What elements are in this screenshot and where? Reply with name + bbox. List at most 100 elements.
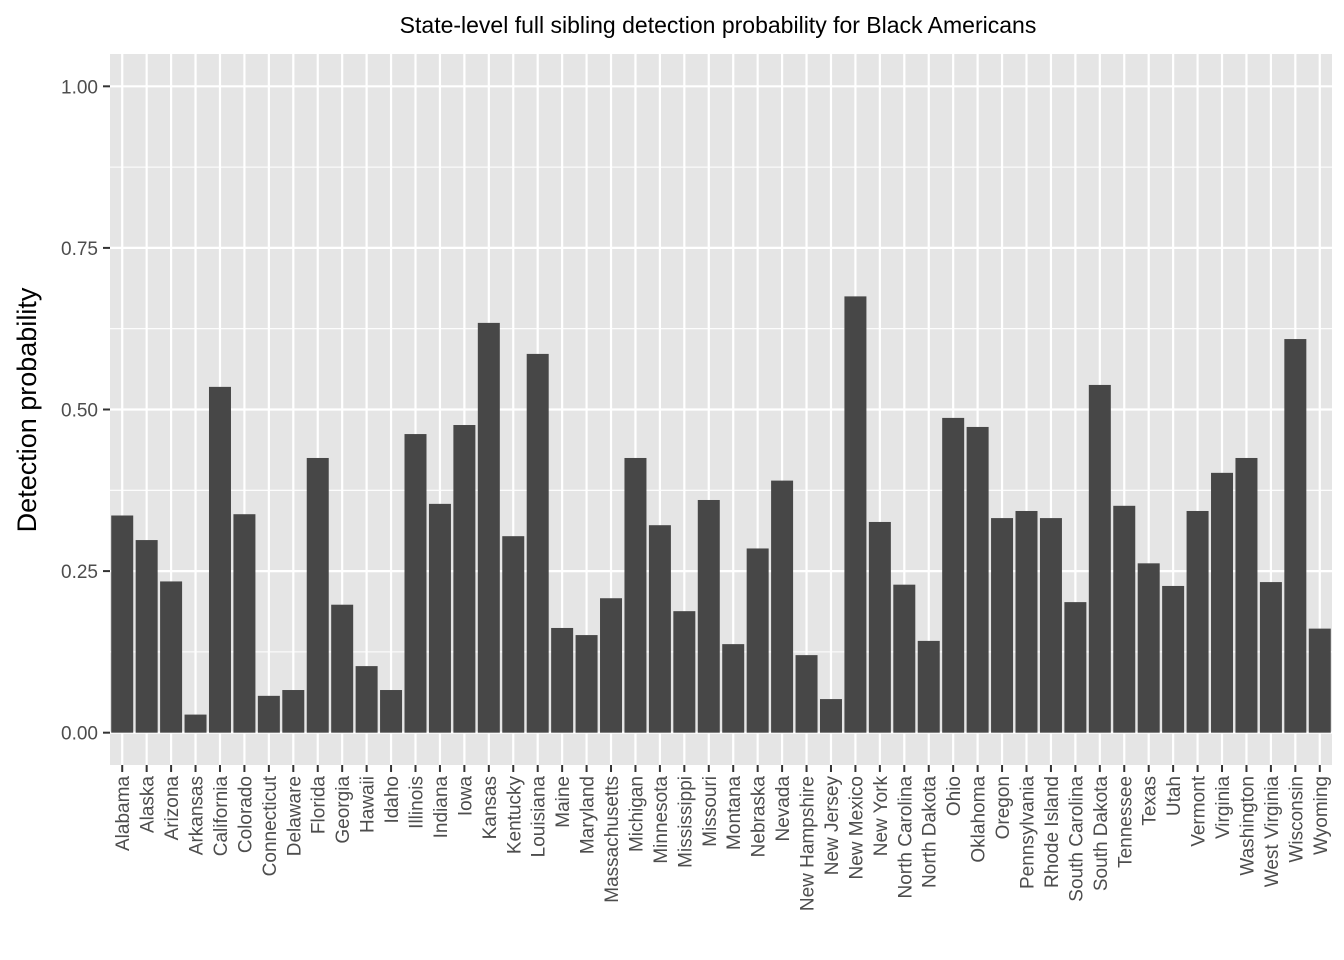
x-tick-label: Wyoming [1311,776,1332,855]
x-axis: Alabama Alaska Arizona Arkansas California Co… [113,765,1332,911]
bar-oregon [991,518,1014,733]
bar-california [208,386,231,733]
bar-florida [306,457,329,733]
x-tick-label: North Carolina [895,776,916,899]
x-tick-label: Massachusetts [602,776,623,903]
bar-maryland [575,635,598,733]
x-tick-label: Delaware [284,776,305,856]
x-tick-label: Iowa [455,776,476,817]
bar-indiana [428,503,451,733]
bar-idaho [380,690,403,733]
bar-nevada [771,480,794,733]
x-tick-label: Illinois [407,776,428,829]
x-tick-label: California [211,776,232,857]
y-axis: 0.00 0.25 0.50 0.75 1.00 [61,77,110,745]
bar-new-hampshire [795,655,818,733]
x-tick-label: Arkansas [187,776,208,855]
x-tick-label: Rhode Island [1042,776,1063,888]
y-tick-label: 0.25 [61,562,98,583]
bar-connecticut [257,695,280,733]
bar-wyoming [1308,628,1331,733]
x-tick-label: Colorado [235,776,256,853]
bar-arizona [160,581,183,733]
bar-wisconsin [1284,339,1307,733]
x-tick-label: Idaho [382,776,403,824]
x-tick-label: Virginia [1213,776,1234,839]
chart-title: State-level full sibling detection proba… [400,12,1037,38]
bar-missouri [697,499,720,733]
bar-massachusetts [600,598,623,733]
bar-maine [551,627,574,733]
bar-west-virginia [1259,582,1282,733]
bar-ohio [942,417,965,733]
bar-vermont [1186,510,1209,733]
bar-iowa [453,425,476,733]
bar-kansas [477,322,500,733]
x-tick-label: New Hampshire [798,776,819,911]
x-tick-label: Montana [724,776,745,850]
bar-south-carolina [1064,602,1087,733]
bar-pennsylvania [1015,510,1038,733]
x-tick-label: Tennessee [1115,776,1136,868]
x-tick-label: Oklahoma [969,776,990,863]
x-tick-label: Kentucky [504,776,525,855]
bar-montana [722,644,745,733]
x-tick-label: Maryland [578,776,599,854]
x-tick-label: Kansas [480,776,501,839]
bar-new-jersey [819,699,842,733]
bar-virginia [1211,472,1234,733]
bar-new-mexico [844,296,867,733]
bar-illinois [404,434,427,733]
x-tick-label: Ohio [944,776,965,816]
x-tick-label: Wisconsin [1286,776,1307,863]
bar-oklahoma [966,426,989,733]
y-axis-label: Detection probability [12,287,42,532]
x-tick-label: New York [871,776,892,857]
x-tick-label: West Virginia [1262,776,1283,888]
bar-utah [1162,585,1185,733]
x-tick-label: Alaska [138,776,159,833]
x-tick-label: New Mexico [846,776,867,879]
bar-texas [1137,563,1160,733]
x-tick-label: Nebraska [749,776,770,858]
bar-south-dakota [1088,384,1111,733]
bar-north-dakota [917,640,940,733]
x-tick-label: North Dakota [920,776,941,888]
x-tick-label: Louisiana [529,776,550,858]
x-tick-label: Vermont [1189,775,1210,846]
y-tick-label: 0.50 [61,401,98,422]
bar-new-york [868,521,891,733]
x-tick-label: Maine [553,776,574,828]
x-tick-label: Oregon [993,776,1014,839]
x-tick-label: South Dakota [1091,776,1112,892]
bar-colorado [233,514,256,733]
bar-delaware [282,690,305,733]
bar-minnesota [648,525,671,733]
bar-kentucky [502,536,525,733]
bar-rhode-island [1039,518,1062,733]
bar-nebraska [746,548,769,733]
bar-hawaii [355,666,378,733]
x-tick-label: Pennsylvania [1018,776,1039,889]
bar-georgia [331,604,354,733]
bar-tennessee [1113,505,1136,733]
x-tick-label: Florida [309,776,330,835]
x-tick-label: Alabama [113,776,134,851]
x-tick-label: Nevada [773,776,794,842]
y-tick-label: 1.00 [61,77,98,98]
x-tick-label: New Jersey [822,776,843,876]
bar-alabama [111,515,134,733]
bar-michigan [624,457,647,733]
x-tick-label: Mississippi [675,776,696,868]
y-tick-label: 0.00 [61,724,98,745]
bar-louisiana [526,353,549,733]
x-tick-label: Indiana [431,776,452,839]
bar-washington [1235,457,1258,733]
x-tick-label: Arizona [162,776,183,841]
x-tick-label: Missouri [700,776,721,847]
bar-north-carolina [893,584,916,733]
bar-arkansas [184,714,207,733]
x-tick-label: Hawaii [358,776,379,833]
bars [111,296,1331,733]
